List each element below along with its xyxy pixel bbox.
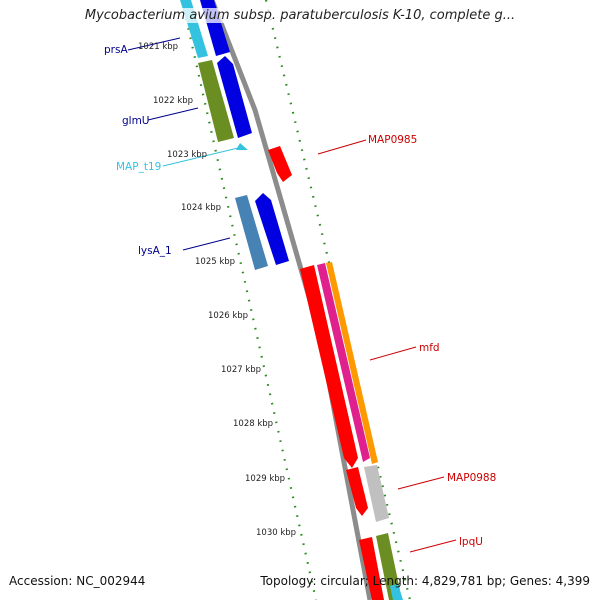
tick-label-1028: 1028 kbp	[233, 419, 273, 429]
tick-label-1029: 1029 kbp	[245, 474, 285, 484]
lpqu-cds-olive[interactable]	[376, 533, 402, 600]
gene-label-map-t19[interactable]: MAP_t19	[116, 161, 161, 173]
mfd-cds-red[interactable]	[300, 265, 358, 468]
map0988-leader	[397, 476, 445, 490]
gene-label-lysa[interactable]: lysA_1	[138, 245, 172, 257]
map0985-cds[interactable]	[268, 146, 292, 182]
inner-dotted-guide	[180, 0, 318, 600]
lysa-leader	[182, 237, 231, 251]
tick-label-1030: 1030 kbp	[256, 528, 296, 538]
map-t19-leader	[162, 147, 239, 167]
genome-stats-label: Topology: circular; Length: 4,829,781 bp…	[260, 574, 590, 588]
genome-backbone	[209, 0, 373, 600]
lysa-cds-blue[interactable]	[255, 193, 289, 265]
gene-label-mfd[interactable]: mfd	[419, 342, 440, 354]
tick-label-1026: 1026 kbp	[208, 311, 248, 321]
prsa-leader	[127, 37, 181, 51]
gene-label-map0988[interactable]: MAP0988	[447, 472, 496, 484]
glmu-cds-blue[interactable]	[217, 56, 252, 138]
tick-label-1025: 1025 kbp	[195, 257, 235, 267]
tick-label-1021: 1021 kbp	[138, 42, 178, 52]
tick-label-1023: 1023 kbp	[167, 150, 207, 160]
tick-label-1024: 1024 kbp	[181, 203, 221, 213]
lpqu-cds-cyan[interactable]	[390, 584, 403, 600]
gene-label-prsa[interactable]: prsA	[104, 44, 128, 56]
mfd-cds-orange[interactable]	[326, 262, 378, 464]
map0988-cds-red[interactable]	[346, 467, 368, 516]
gene-label-glmu[interactable]: glmU	[122, 115, 150, 127]
map0985-leader	[317, 139, 367, 155]
lysa-cds-steel[interactable]	[235, 195, 268, 270]
glmu-leader	[147, 107, 199, 121]
map0988-cds-gray[interactable]	[364, 465, 389, 522]
tick-label-1022: 1022 kbp	[153, 96, 193, 106]
glmu-cds-olive[interactable]	[198, 60, 234, 142]
map-t19-trna[interactable]	[236, 143, 248, 150]
gene-label-map0985[interactable]: MAP0985	[368, 134, 417, 146]
lpqu-leader	[409, 539, 457, 553]
map-title: Mycobacterium avium subsp. paratuberculo…	[0, 8, 600, 23]
lpqu-cds-red[interactable]	[359, 537, 384, 600]
mfd-cds-magenta[interactable]	[317, 263, 370, 462]
tick-label-1027: 1027 kbp	[221, 365, 261, 375]
accession-label: Accession: NC_002944	[9, 574, 146, 588]
mfd-leader	[369, 346, 417, 361]
gene-label-lpqu[interactable]: lpqU	[459, 536, 483, 548]
